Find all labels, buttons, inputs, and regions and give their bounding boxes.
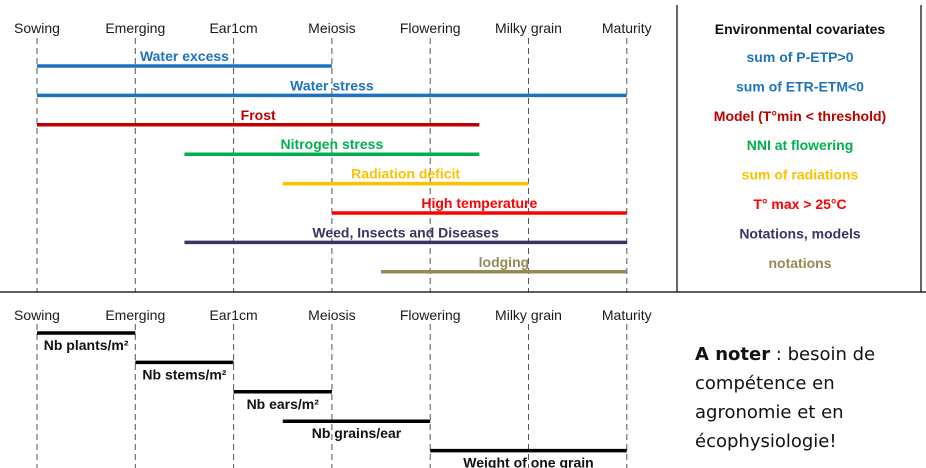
env-item-model-t-min-threshold: Model (T°min < threshold) [714,108,886,124]
bottom-stage-lines [36,324,628,468]
yield-component-bars: Nb plants/m² Nb stems/m² Nb ears/m² Nb grai… [37,331,627,468]
env-item-notations: notations [769,255,832,271]
stage-label-bottom-sowing: Sowing [14,307,60,323]
stage-label-bottom-maturity: Maturity [602,307,652,323]
stage-label-bottom-flowering: Flowering [400,307,461,323]
env-covariate-list: sum of P-ETP>0 sum of ETR-ETM<0 Model (T°m… [714,49,886,271]
stage-label-flowering: Flowering [400,20,461,36]
component-label-weight-of-one-grain: Weight of one grain [463,455,593,468]
factor-label-water-excess: Water excess [140,48,229,64]
top-stage-labels: Sowing Emerging Ear1cm Meiosis Flowering Milk… [14,20,652,36]
note-rest: : besoin de compétence en agronomie et e… [695,344,876,452]
top-stage-lines [36,38,628,292]
factor-label-frost: Frost [241,107,276,123]
factor-label-nitrogen-stress: Nitrogen stress [281,136,384,152]
bottom-stage-labels: Sowing Emerging Ear1cm Meiosis Flowering Milk… [14,307,652,323]
note-text: A noter : besoin de compétence en agrono… [695,340,920,456]
stage-label-maturity: Maturity [602,20,652,36]
env-item-sum-of-etr-etm-0: sum of ETR-ETM<0 [736,78,864,94]
stage-label-ear1cm: Ear1cm [209,20,257,36]
stage-label-milky-grain: Milky grain [495,20,562,36]
component-label-nb-plants-m: Nb plants/m² [44,337,129,353]
component-label-nb-ears-m: Nb ears/m² [247,396,320,412]
stage-label-bottom-emerging: Emerging [105,307,165,323]
component-label-nb-grains-ear: Nb grains/ear [312,425,402,441]
env-item-nni-at-flowering: NNI at flowering [747,137,854,153]
component-label-nb-stems-m: Nb stems/m² [142,366,226,382]
stage-label-sowing: Sowing [14,20,60,36]
env-item-sum-of-radiations: sum of radiations [742,167,859,183]
factor-label-water-stress: Water stress [290,77,374,93]
env-item-notations-models: Notations, models [739,225,861,241]
stage-label-bottom-meiosis: Meiosis [308,307,355,323]
factor-label-radiation-deficit: Radiation deficit [351,166,460,182]
factor-bars: Water excess Water stress Frost Nitrogen st… [37,48,627,274]
factor-label-weed-insects-and-diseases: Weed, Insects and Diseases [312,224,499,240]
stage-label-bottom-milky-grain: Milky grain [495,307,562,323]
note-bold: A noter [695,344,771,365]
stage-label-emerging: Emerging [105,20,165,36]
factor-label-lodging: lodging [479,254,530,270]
stage-label-bottom-ear1cm: Ear1cm [209,307,257,323]
stage-label-meiosis: Meiosis [308,20,355,36]
factor-label-high-temperature: High temperature [421,195,537,211]
env-item-sum-of-p-etp-0: sum of P-ETP>0 [747,49,854,65]
env-panel-title: Environmental covariates [715,21,886,37]
env-item-t-max-25-c: T° max > 25°C [753,196,846,212]
